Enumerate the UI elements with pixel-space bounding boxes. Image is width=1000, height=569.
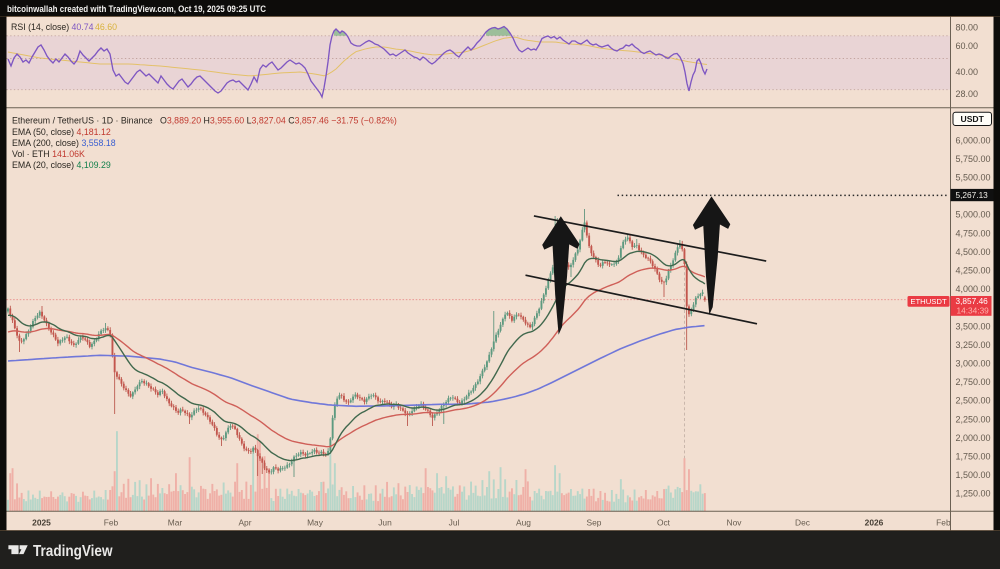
svg-text:4,250.00: 4,250.00 [956,266,991,276]
svg-text:Vol · ETH 141.06K: Vol · ETH 141.06K [12,149,85,159]
svg-text:Apr: Apr [238,518,251,528]
svg-text:4,500.00: 4,500.00 [956,247,991,257]
svg-text:Feb: Feb [104,518,119,528]
svg-text:Sep: Sep [587,518,602,528]
svg-text:5,000.00: 5,000.00 [956,210,991,220]
svg-text:RSI (14, close): RSI (14, close) [11,22,69,32]
svg-text:40.74: 40.74 [72,22,94,32]
svg-text:TradingView: TradingView [33,543,113,560]
svg-text:2,750.00: 2,750.00 [956,377,991,387]
svg-text:14:34:39: 14:34:39 [957,306,990,316]
svg-text:Aug: Aug [516,518,531,528]
svg-text:40.00: 40.00 [956,67,979,77]
svg-text:80.00: 80.00 [956,22,979,32]
svg-text:28.00: 28.00 [956,89,979,99]
svg-text:ETHUSDT: ETHUSDT [910,297,947,306]
svg-text:2026: 2026 [865,518,884,528]
svg-text:Mar: Mar [168,518,183,528]
svg-text:2025: 2025 [32,518,51,528]
svg-text:Jun: Jun [378,518,392,528]
svg-text:bitcoinwallah created with Tra: bitcoinwallah created with TradingView.c… [7,4,266,15]
svg-text:Nov: Nov [727,518,743,528]
svg-text:3,250.00: 3,250.00 [956,340,991,350]
svg-text:1,500.00: 1,500.00 [956,470,991,480]
svg-text:6,000.00: 6,000.00 [956,135,991,145]
svg-text:2,250.00: 2,250.00 [956,414,991,424]
svg-text:4,000.00: 4,000.00 [956,284,991,294]
svg-text:2,500.00: 2,500.00 [956,396,991,406]
svg-text:Dec: Dec [795,518,810,528]
svg-text:EMA (200, close) 3,558.18: EMA (200, close) 3,558.18 [12,138,116,148]
svg-text:60.00: 60.00 [956,41,979,51]
svg-text:Ethereum / TetherUS · 1D · Bin: Ethereum / TetherUS · 1D · Binance [12,115,153,125]
svg-text:Jul: Jul [449,518,460,528]
svg-text:3,000.00: 3,000.00 [956,359,991,369]
svg-text:Oct: Oct [657,518,671,528]
svg-text:1,750.00: 1,750.00 [956,452,991,462]
svg-text:5,750.00: 5,750.00 [956,154,991,164]
svg-text:EMA (20, close) 4,109.29: EMA (20, close) 4,109.29 [12,160,111,170]
svg-text:2,000.00: 2,000.00 [956,433,991,443]
svg-text:5,267.13: 5,267.13 [956,190,989,200]
svg-text:46.60: 46.60 [95,22,117,32]
svg-text:3,857.46: 3,857.46 [956,296,989,306]
svg-text:5,500.00: 5,500.00 [956,173,991,183]
svg-text:USDT: USDT [960,114,984,124]
svg-text:O3,889.20 H3,955.60 L3,827.0: O3,889.20 H3,955.60 L3,827.04 C3,857.46 … [160,115,397,125]
svg-text:Feb: Feb [936,518,951,528]
svg-text:EMA (50, close) 4,181.12: EMA (50, close) 4,181.12 [12,127,111,137]
svg-text:3,500.00: 3,500.00 [956,321,991,331]
svg-text:1,250.00: 1,250.00 [956,489,991,499]
svg-text:May: May [307,518,324,528]
svg-text:4,750.00: 4,750.00 [956,228,991,238]
